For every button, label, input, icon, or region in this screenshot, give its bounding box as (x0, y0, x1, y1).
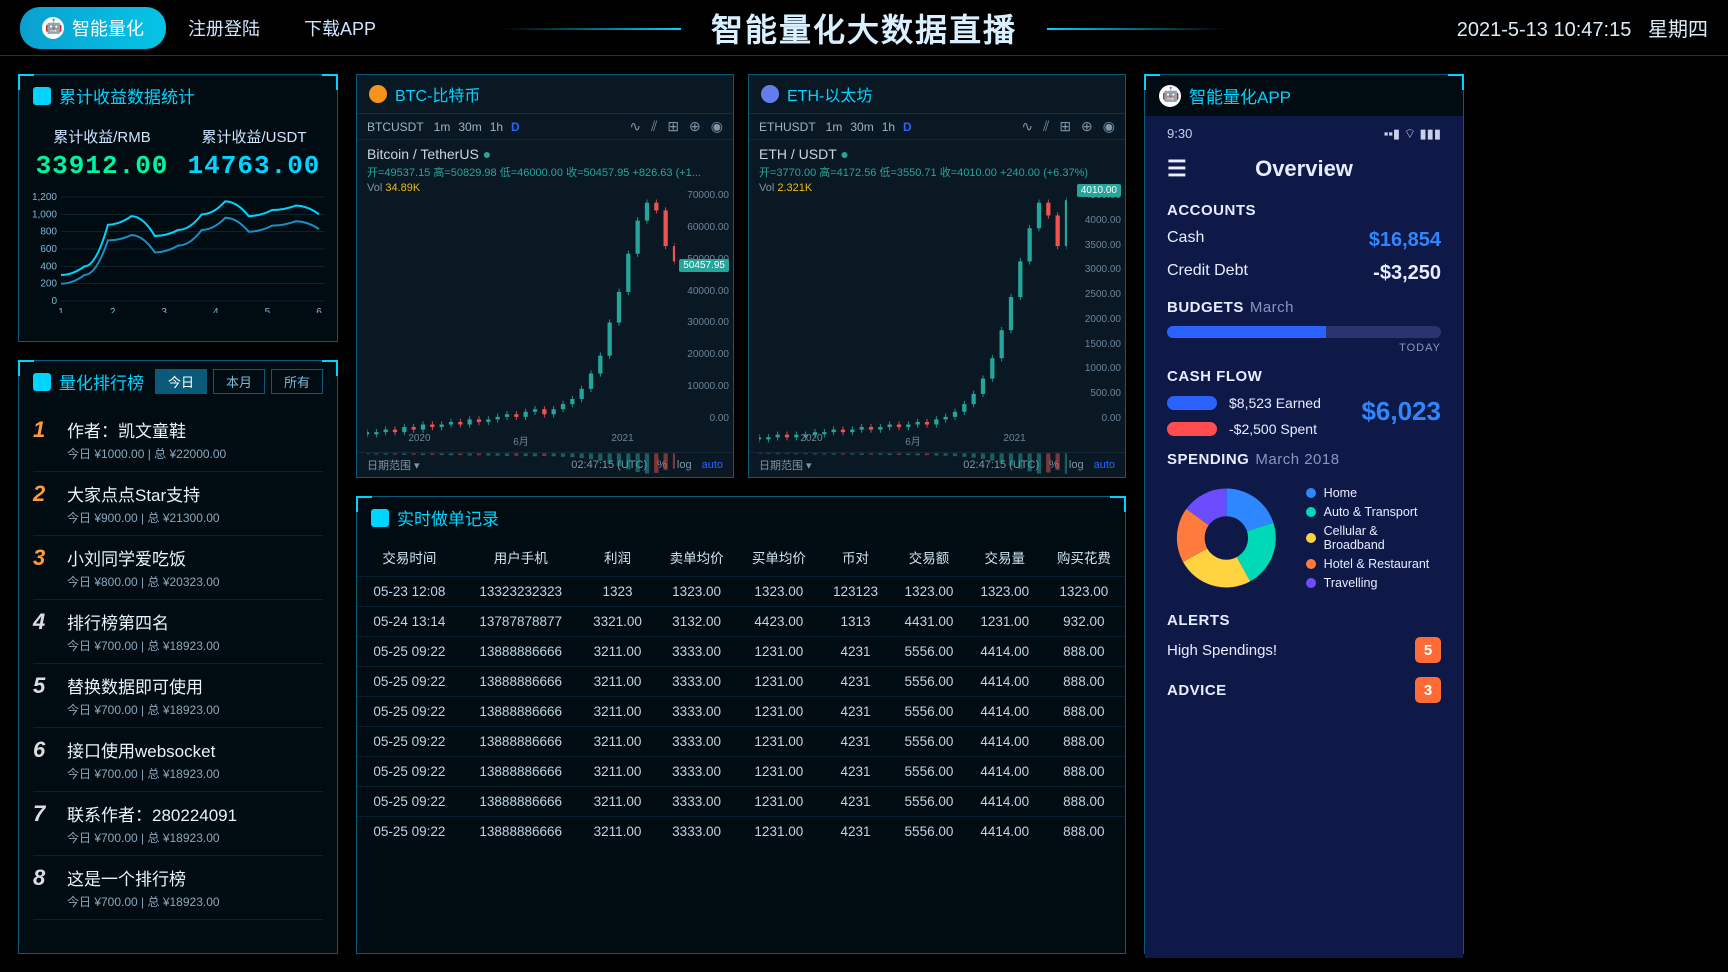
interval-1h[interactable]: 1h (882, 120, 895, 134)
cashflow-spent-pill (1167, 422, 1217, 436)
svg-text:800: 800 (40, 227, 57, 238)
svg-text:5: 5 (265, 307, 271, 313)
alerts-header: ALERTS (1167, 612, 1441, 629)
cashflow-header: CASH FLOW (1167, 368, 1441, 385)
spending-pie (1167, 478, 1286, 598)
rank-item[interactable]: 5 替换数据即可使用今日 ¥700.00 | 总 ¥18923.00 (33, 664, 323, 728)
table-row: 05-25 09:22138888866663211.003333.001231… (357, 727, 1125, 757)
rank-tab-1[interactable]: 本月 (213, 369, 265, 394)
table-row: 05-25 09:22138888866663211.003333.001231… (357, 667, 1125, 697)
svg-text:2: 2 (110, 307, 116, 313)
legend-item: Cellular & Broadband (1306, 524, 1441, 552)
stat-usdt-value: 14763.00 (185, 151, 323, 181)
interval-D[interactable]: D (903, 120, 912, 134)
budgets-header: BUDGETSMarch (1167, 299, 1441, 316)
table-row: 05-23 12:081332323232313231323.001323.00… (357, 577, 1125, 607)
interval-30m[interactable]: 30m (850, 120, 873, 134)
btc-panel: BTC-比特币 BTCUSDT 1m30m1hD ∿ ⫽ ⊞ ⊕ ◉ Bitco… (356, 74, 734, 478)
app-overview-header: ☰ Overview (1167, 156, 1441, 182)
table-row: 05-24 13:14137878788773321.003132.004423… (357, 607, 1125, 637)
rank-item[interactable]: 6 接口使用websocket今日 ¥700.00 | 总 ¥18923.00 (33, 728, 323, 792)
svg-text:1,200: 1,200 (32, 193, 57, 203)
stats-panel: 累计收益数据统计 累计收益/RMB 33912.00 累计收益/USDT 147… (18, 74, 338, 342)
interval-D[interactable]: D (511, 120, 520, 134)
accounts-header: ACCOUNTS (1167, 202, 1441, 219)
cashflow-earned-pill (1167, 396, 1217, 410)
svg-text:4: 4 (213, 307, 219, 313)
menu-icon[interactable]: ☰ (1167, 156, 1187, 182)
interval-1h[interactable]: 1h (490, 120, 503, 134)
rank-item[interactable]: 8 这是一个排行榜今日 ¥700.00 | 总 ¥18923.00 (33, 856, 323, 920)
rank-tab-0[interactable]: 今日 (155, 369, 207, 394)
legend-item: Travelling (1306, 576, 1441, 590)
trades-icon (371, 509, 389, 527)
compare-icon[interactable]: ⫽ (1043, 118, 1049, 135)
app-panel: 智能量化APP 9:30 ▪▪▮ ⌔ ▮▮▮ ☰ Overview ACCOUN… (1144, 74, 1464, 954)
page-title: 智能量化大数据直播 (711, 5, 1017, 51)
signal-icon: ▪▪▮ ⌔ ▮▮▮ (1384, 126, 1441, 142)
svg-text:1: 1 (58, 307, 64, 313)
fullscreen-icon[interactable]: ⊕ (1081, 118, 1093, 135)
svg-text:3: 3 (161, 307, 167, 313)
stats-icon (33, 87, 51, 105)
stat-rmb-value: 33912.00 (33, 151, 171, 181)
svg-text:1,000: 1,000 (32, 209, 57, 220)
interval-1m[interactable]: 1m (826, 120, 843, 134)
trades-panel: 实时做单记录 交易时间用户手机利润卖单均价买单均价币对交易额交易量购买花费05-… (356, 496, 1126, 954)
table-row: 05-25 09:22138888866663211.003333.001231… (357, 637, 1125, 667)
compare-icon[interactable]: ⫽ (651, 118, 657, 135)
fullscreen-icon[interactable]: ⊕ (689, 118, 701, 135)
nav-item-0[interactable]: 智能量化 (20, 7, 166, 49)
interval-1m[interactable]: 1m (434, 120, 451, 134)
rank-panel: 量化排行榜 今日本月所有 1 作者：凯文童鞋今日 ¥1000.00 | 总 ¥2… (18, 360, 338, 954)
table-row: 05-25 09:22138888866663211.003333.001231… (357, 817, 1125, 847)
budget-bar (1167, 326, 1441, 338)
svg-text:600: 600 (40, 244, 57, 255)
legend-item: Auto & Transport (1306, 505, 1441, 519)
camera-icon[interactable]: ◉ (711, 118, 723, 135)
coin-icon (369, 85, 387, 103)
coin-icon (761, 85, 779, 103)
nav-item-1[interactable]: 注册登陆 (166, 7, 282, 49)
nav-robot-icon (42, 17, 64, 39)
rank-item[interactable]: 7 联系作者：280224091今日 ¥700.00 | 总 ¥18923.00 (33, 792, 323, 856)
svg-text:0: 0 (51, 296, 57, 307)
nav-item-2[interactable]: 下载APP (282, 7, 398, 49)
price-tag: 50457.95 (679, 259, 729, 272)
stats-chart: 0 200 400 600 800 1,000 1,200 1 2 3 4 5 6 (29, 193, 327, 313)
app-statusbar: 9:30 ▪▪▮ ⌔ ▮▮▮ (1167, 126, 1441, 142)
stat-rmb-label: 累计收益/RMB (33, 126, 171, 147)
table-row: 05-25 09:22138888866663211.003333.001231… (357, 757, 1125, 787)
svg-text:200: 200 (40, 279, 57, 290)
cashflow-total: $6,023 (1361, 396, 1441, 427)
rank-icon (33, 373, 51, 391)
settings-icon[interactable]: ⊞ (667, 118, 679, 135)
interval-30m[interactable]: 30m (458, 120, 481, 134)
advice-badge[interactable]: 3 (1415, 677, 1441, 703)
table-row: 05-25 09:22138888866663211.003333.001231… (357, 787, 1125, 817)
rank-item[interactable]: 1 作者：凯文童鞋今日 ¥1000.00 | 总 ¥22000.00 (33, 408, 323, 472)
rank-tab-2[interactable]: 所有 (271, 369, 323, 394)
svg-text:6: 6 (316, 307, 322, 313)
price-tag: 4010.00 (1077, 184, 1121, 197)
rank-item[interactable]: 3 小刘同学爱吃饭今日 ¥800.00 | 总 ¥20323.00 (33, 536, 323, 600)
eth-panel: ETH-以太坊 ETHUSDT 1m30m1hD ∿ ⫽ ⊞ ⊕ ◉ ETH /… (748, 74, 1126, 478)
camera-icon[interactable]: ◉ (1103, 118, 1115, 135)
indicator-icon[interactable]: ∿ (629, 118, 641, 135)
header-datetime: 2021-5-13 10:47:15 星期四 (1457, 13, 1708, 42)
settings-icon[interactable]: ⊞ (1059, 118, 1071, 135)
legend-item: Home (1306, 486, 1441, 500)
rank-item[interactable]: 2 大家点点Star支持今日 ¥900.00 | 总 ¥21300.00 (33, 472, 323, 536)
spending-header: SPENDINGMarch 2018 (1167, 451, 1441, 468)
alerts-badge[interactable]: 5 (1415, 637, 1441, 663)
top-nav: 智能量化注册登陆下载APP 智能量化大数据直播 2021-5-13 10:47:… (0, 0, 1728, 56)
svg-text:400: 400 (40, 261, 57, 272)
trades-table: 交易时间用户手机利润卖单均价买单均价币对交易额交易量购买花费05-23 12:0… (357, 538, 1125, 846)
robot-icon (1159, 85, 1181, 107)
legend-item: Hotel & Restaurant (1306, 557, 1441, 571)
rank-item[interactable]: 4 排行榜第四名今日 ¥700.00 | 总 ¥18923.00 (33, 600, 323, 664)
stat-usdt-label: 累计收益/USDT (185, 126, 323, 147)
indicator-icon[interactable]: ∿ (1021, 118, 1033, 135)
table-row: 05-25 09:22138888866663211.003333.001231… (357, 697, 1125, 727)
